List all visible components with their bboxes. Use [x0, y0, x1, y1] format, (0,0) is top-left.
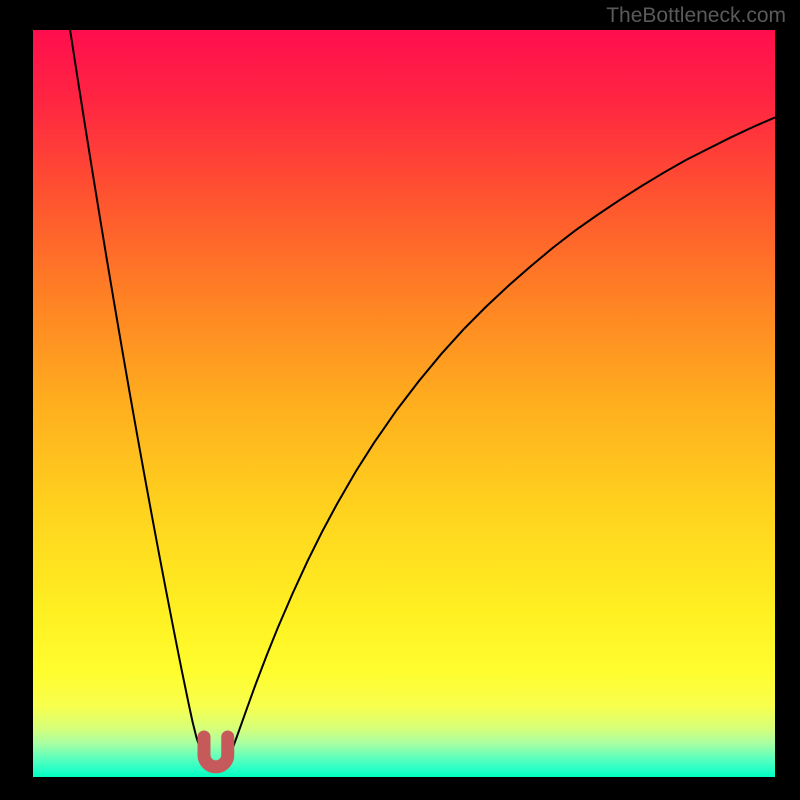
- chart-container: TheBottleneck.com: [0, 0, 800, 800]
- right-curve: [229, 117, 775, 757]
- left-curve: [70, 30, 204, 758]
- watermark-text: TheBottleneck.com: [606, 4, 786, 28]
- plot-area: [33, 30, 775, 777]
- trough-marker: [191, 724, 241, 780]
- curves-layer: [33, 30, 775, 777]
